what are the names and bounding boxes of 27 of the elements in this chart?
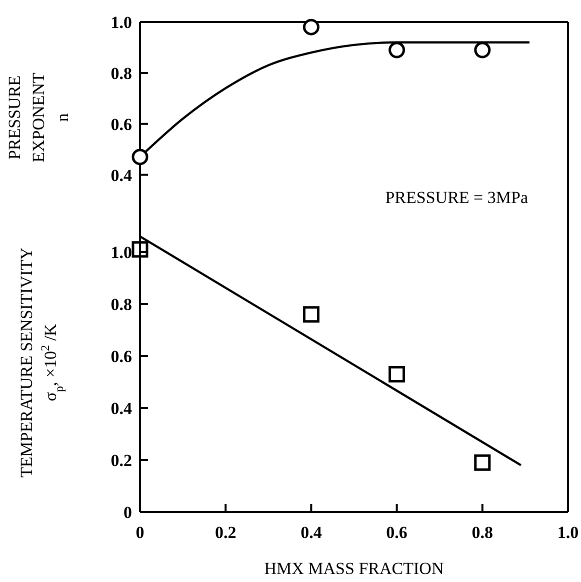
y-tick-label: 0.6 — [110, 346, 132, 366]
point — [302, 306, 320, 323]
point — [132, 241, 148, 258]
point — [388, 366, 406, 382]
y-tick-label: 0.6 — [110, 114, 132, 134]
point — [388, 42, 406, 58]
y-tick-label: 0.8 — [110, 294, 132, 314]
y-tick-label: 1.0 — [110, 242, 132, 262]
x-tick-label: 1.0 — [557, 523, 579, 542]
x-tick-label: 0 — [136, 523, 144, 542]
y-tick-label: 0.8 — [110, 64, 132, 83]
x-tick-label: 0.4 — [300, 523, 322, 542]
annotation: PRESSURE = 3MPa — [385, 188, 528, 207]
x-tick-label: 0.2 — [214, 523, 236, 542]
y-tick-label: 0.4 — [110, 398, 132, 418]
point — [132, 148, 148, 166]
y-tick-label: 0.4 — [110, 166, 132, 185]
point — [474, 454, 491, 471]
y-tick-label: 0.2 — [110, 450, 132, 470]
x-tick-label: 0.8 — [472, 523, 494, 542]
point — [302, 18, 320, 36]
y-tick-label: 0 — [124, 502, 132, 522]
y-axis-title: PRESSURE EXPONENT n — [5, 72, 72, 162]
x-axis-title: HMX MASS FRACTION — [264, 559, 444, 578]
y-tick-label: 1.0 — [110, 12, 132, 32]
point — [474, 42, 491, 58]
x-tick-label: 0.6 — [386, 523, 408, 542]
